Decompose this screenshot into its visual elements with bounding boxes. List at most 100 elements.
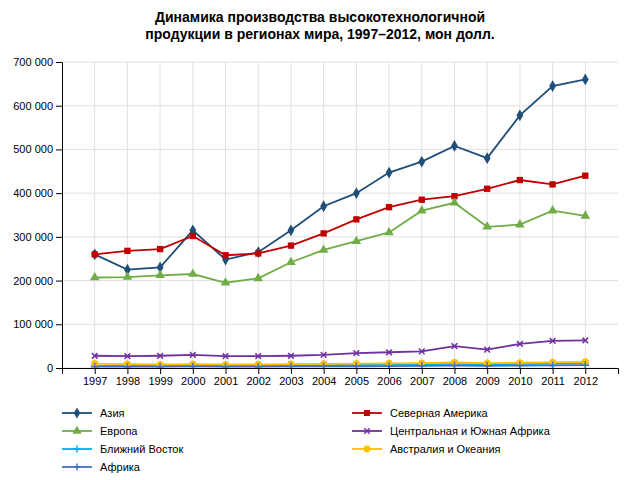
marker [320,200,327,212]
x-axis-tick: 2004 [312,368,336,387]
grid-line-y [62,193,618,194]
marker [418,362,426,368]
series-line [95,176,586,256]
marker [255,353,261,359]
y-axis-tick-label: 600 000 [13,100,53,112]
legend: АзияСеверная АмерикаЕвропаЦентральная и … [62,407,551,473]
marker [482,221,492,229]
y-axis-tick-label: 200 000 [13,275,53,287]
marker [319,244,329,252]
x-axis-tick-label: 2012 [574,375,598,387]
y-axis: 0100 000200 000300 000400 000500 000600 … [13,56,62,374]
marker [255,250,261,256]
y-axis-tick: 400 000 [13,187,62,199]
marker [188,268,198,276]
marker [353,362,361,368]
marker [253,273,263,281]
x-axis-tick-mark [324,368,325,374]
x-axis-tick-label: 2003 [279,375,303,387]
x-axis-tick: 2008 [443,368,467,387]
legend-item: Центральная и Южная Африка [352,425,551,437]
marker [517,177,523,183]
marker [517,341,523,347]
x-axis-tick-label: 2000 [181,375,205,387]
grid-line-x [290,62,291,368]
marker [91,248,98,260]
y-axis-tick-mark [56,62,62,63]
marker [157,246,163,252]
series-line [95,340,586,356]
marker [190,233,196,239]
plot: 1997199819992000200120022003200420052006… [13,56,618,387]
y-axis-tick: 0 [47,362,62,374]
marker [353,187,360,199]
y-axis-tick: 700 000 [13,56,62,68]
marker [354,350,360,356]
x-axis-tick-label: 1999 [148,375,172,387]
marker [452,343,458,349]
marker [581,361,589,368]
x-axis-tick: 2000 [181,368,205,387]
legend-swatch-marker [73,463,80,470]
grid-line-x [258,62,259,368]
x-axis-tick-label: 2005 [345,375,369,387]
series [91,361,589,368]
marker [451,362,459,368]
x-axis-tick-mark [95,368,96,374]
marker [483,362,491,368]
marker [221,277,231,285]
x-axis-tick-mark [291,368,292,374]
marker [549,80,556,92]
marker [582,74,589,86]
grid-line-y [62,236,618,237]
marker [125,353,131,359]
grid-line-y [62,62,618,63]
marker [484,347,490,353]
y-axis-tick-mark [56,324,62,325]
marker [286,257,296,265]
legend-item: Европа [62,425,138,437]
x-axis-tick-mark [520,368,521,374]
marker [255,246,262,258]
series-line [95,79,586,269]
marker [90,272,100,280]
marker [222,252,228,258]
chart-svg: Динамика производства высокотехнологично… [0,0,640,480]
series [92,338,588,359]
title-line: Динамика производства высокотехнологично… [155,9,485,25]
x-axis-tick: 2005 [345,368,369,387]
marker [450,197,460,205]
chart-container: Динамика производства высокотехнологично… [0,0,640,480]
x-axis-line [63,369,619,375]
marker [223,353,229,359]
marker [419,197,425,203]
x-axis-tick-mark [389,368,390,374]
y-axis-tick: 100 000 [13,318,62,330]
grid-line-y [62,324,618,325]
x-axis-tick: 2006 [377,368,401,387]
series-line [95,203,586,283]
marker [321,352,327,358]
x-axis-tick-mark [160,368,161,374]
series-line [95,365,586,367]
y-axis-tick-mark [56,106,62,107]
marker [189,363,197,368]
series-line [95,362,586,365]
x-axis-tick-label: 2011 [541,375,565,387]
y-axis-tick: 200 000 [13,275,62,287]
grid-line-x [519,62,520,368]
grid-line-x [94,62,95,368]
y-axis-tick-label: 700 000 [13,56,53,68]
series [90,197,590,285]
grid-line-x [552,62,553,368]
grid-line-x [487,62,488,368]
marker [123,272,133,280]
grid-line-x [127,62,128,368]
grid-line-y [62,105,618,106]
x-axis-tick-mark [226,368,227,374]
marker [582,172,588,178]
title-line: продукции в регионах мира, 1997–2012, мо… [145,26,494,42]
x-axis-tick-label: 2008 [443,375,467,387]
legend-item: Африка [62,461,141,473]
marker [516,109,523,121]
